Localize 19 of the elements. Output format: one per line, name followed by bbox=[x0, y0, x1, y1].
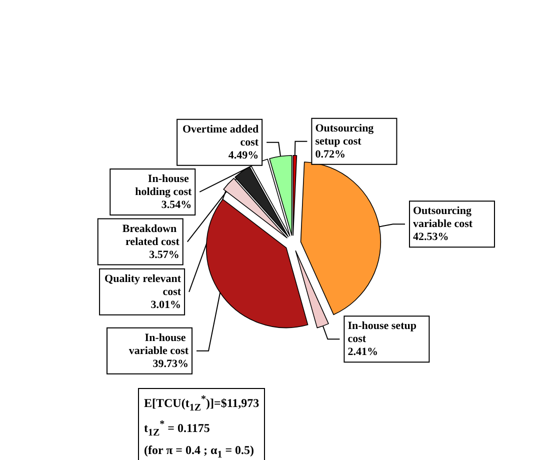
data-label: 3.01% bbox=[150, 298, 182, 311]
slice-label: Outsourcing variable cost bbox=[412, 205, 474, 230]
text: (for π = 0.4 ; α$_{1}$ = 0.5) bbox=[144, 442, 256, 460]
slice-label: Outsourcing setup cost bbox=[315, 122, 376, 148]
slice-label: Quality relevant cost bbox=[104, 272, 182, 298]
data-label: 39.73% bbox=[152, 358, 189, 370]
text: t$_{1Z}$$^{*}$ = 0.1175 bbox=[144, 418, 211, 441]
slice-label: Overtime added cost bbox=[182, 123, 259, 148]
slice-label: In-house holding cost bbox=[135, 172, 192, 198]
data-label: 3.54% bbox=[161, 198, 192, 211]
slice-label: In-house variable cost bbox=[128, 332, 189, 357]
data-label: 42.53% bbox=[412, 231, 449, 244]
data-label: 4.49% bbox=[228, 149, 259, 162]
data-label: 2.41% bbox=[348, 346, 378, 358]
text: E[TCU(t$_{1Z}$$^{*}$)]=$11,973 bbox=[144, 393, 260, 416]
data-label: 0.72% bbox=[315, 148, 346, 160]
slice-label: In-house setup cost bbox=[348, 320, 420, 346]
slice-label: Breakdown related cost bbox=[122, 222, 180, 248]
data-label: 3.57% bbox=[149, 248, 180, 261]
